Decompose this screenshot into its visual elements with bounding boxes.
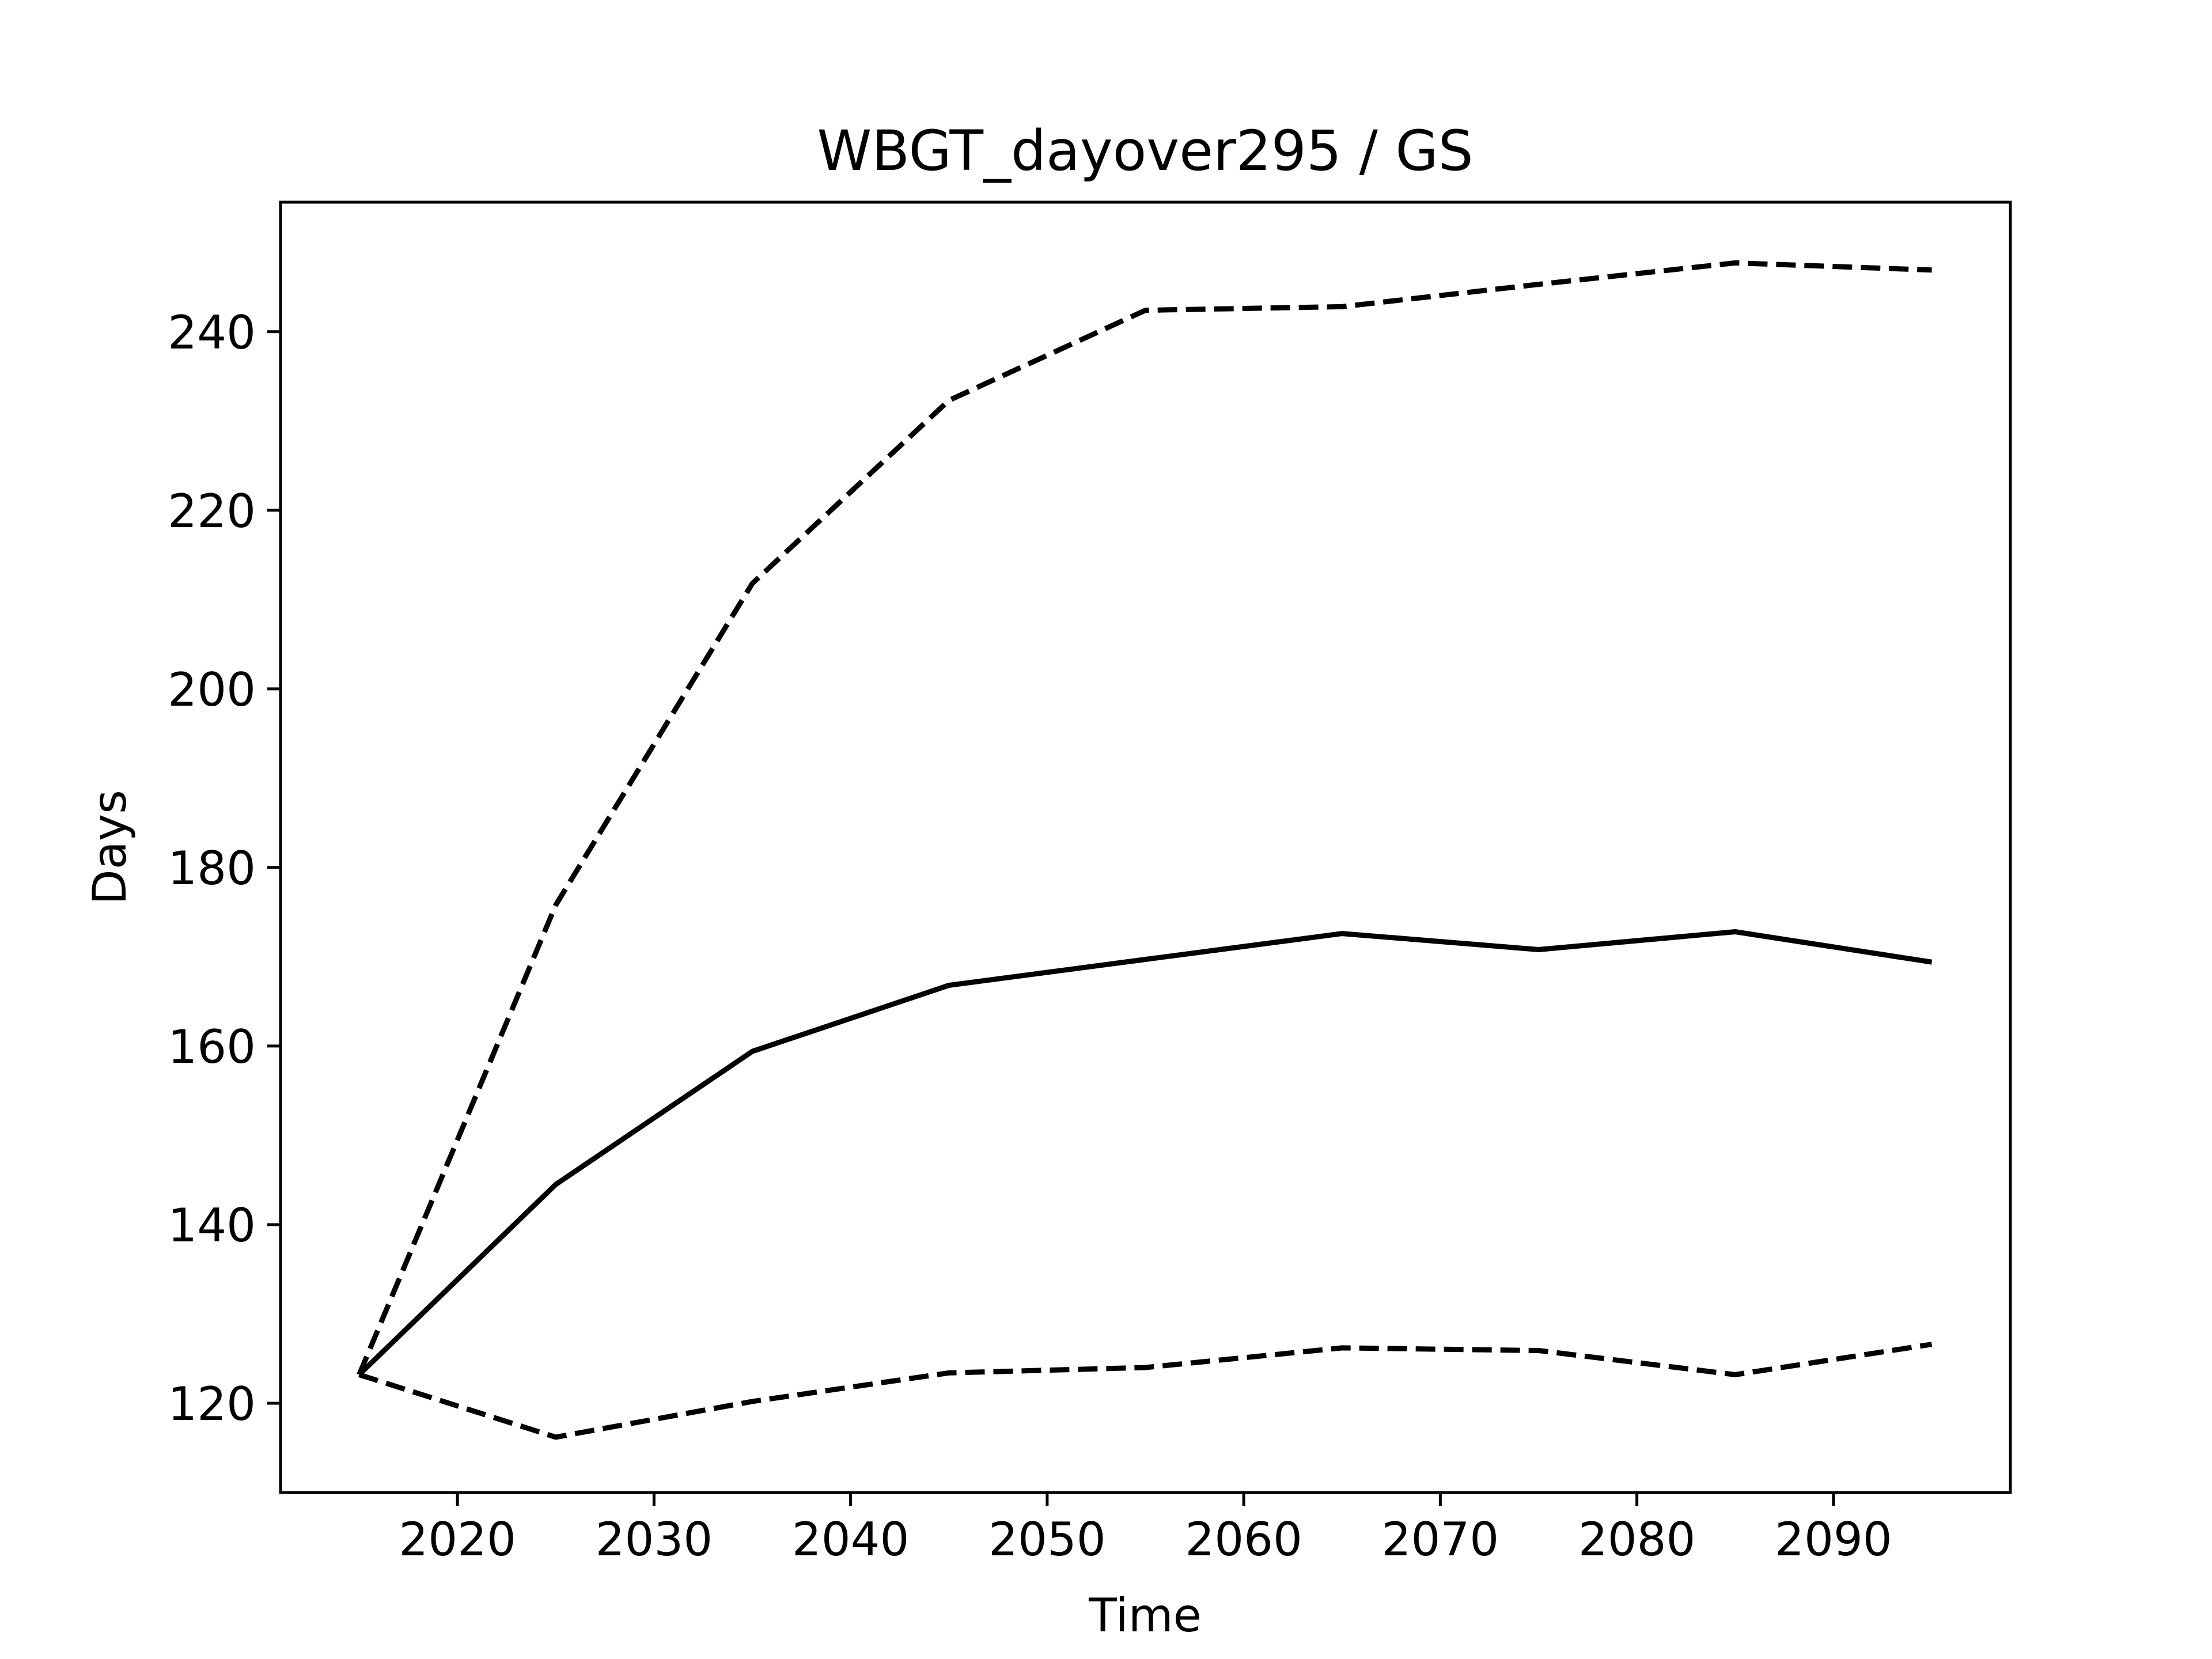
x-tick-label: 2030 xyxy=(596,1513,713,1566)
x-tick-label: 2090 xyxy=(1775,1513,1892,1566)
x-axis-ticks: 2020 2030 2040 2050 2060 2070 2080 2090 xyxy=(399,1493,1892,1566)
x-tick-label: 2080 xyxy=(1578,1513,1696,1566)
y-axis-ticks: 120 140 160 180 200 220 240 xyxy=(168,306,281,1431)
y-tick-label: 220 xyxy=(168,484,256,538)
series-line-1 xyxy=(357,929,1933,1377)
chart-title: WBGT_dayover295 / GS xyxy=(817,119,1473,183)
x-axis-label: Time xyxy=(1088,1589,1202,1642)
y-tick-label: 120 xyxy=(168,1377,256,1431)
y-tick-label: 200 xyxy=(168,663,256,717)
x-tick-label: 2040 xyxy=(792,1513,910,1566)
y-tick-label: 180 xyxy=(168,842,256,895)
x-tick-label: 2060 xyxy=(1185,1513,1302,1566)
x-tick-label: 2020 xyxy=(399,1513,516,1566)
x-tick-label: 2050 xyxy=(988,1513,1106,1566)
x-tick-label: 2070 xyxy=(1382,1513,1499,1566)
series-layer xyxy=(357,260,1933,1440)
y-tick-label: 160 xyxy=(168,1020,256,1074)
plot-frame xyxy=(279,200,2012,1494)
y-axis-label: Days xyxy=(83,790,137,905)
y-tick-label: 140 xyxy=(168,1199,256,1252)
series-line-3 xyxy=(358,1342,1933,1440)
y-tick-label: 240 xyxy=(168,306,256,359)
series-line-2 xyxy=(357,260,1932,1376)
